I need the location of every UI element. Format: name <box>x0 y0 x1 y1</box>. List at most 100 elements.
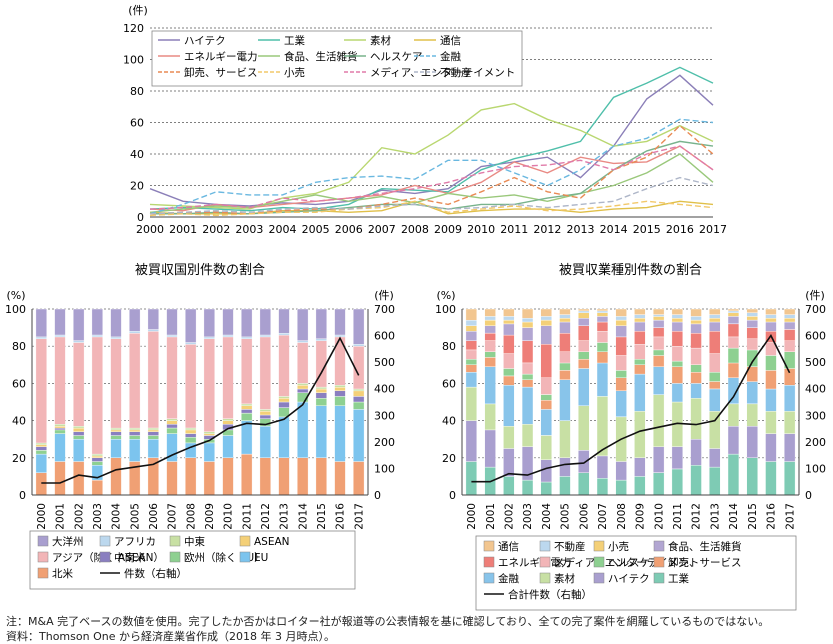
bar-segment <box>203 442 215 462</box>
bar-segment <box>559 457 571 477</box>
bar-segment <box>241 336 253 340</box>
bar-segment <box>746 349 758 367</box>
x-tick-label: 2012 <box>533 223 561 236</box>
bar-segment <box>634 476 646 496</box>
bar-segment <box>690 371 702 384</box>
bar-segment <box>652 394 665 447</box>
x-tick-label: 2010 <box>653 503 665 530</box>
legend-box <box>151 30 523 87</box>
bar-segment <box>540 325 552 345</box>
bar-segment <box>147 429 159 432</box>
bar-segment <box>91 461 103 466</box>
bar-segment <box>278 457 290 496</box>
x-tick-label: 2000 <box>466 503 478 530</box>
bar-segment <box>727 323 740 338</box>
bar-segment <box>315 457 327 496</box>
bar-segment <box>334 385 346 388</box>
series-line <box>150 140 714 215</box>
y-tick-label-right: 0 <box>805 489 812 502</box>
y-tick-label: 40 <box>130 148 144 161</box>
x-tick-label: 2013 <box>709 503 721 530</box>
legend-label: 不動産 <box>440 66 472 79</box>
bar-segment <box>465 340 478 351</box>
bar-segment <box>578 358 590 369</box>
x-tick-label: 2009 <box>204 503 216 530</box>
y-tick-label-right: 100 <box>374 462 395 475</box>
bar-segment <box>671 321 683 332</box>
bar-segment <box>54 433 66 462</box>
x-tick-label: 2001 <box>55 503 67 530</box>
bar-segment <box>671 314 683 319</box>
legend-swatch <box>539 556 551 568</box>
x-tick-label: 2015 <box>316 503 328 530</box>
x-tick-label: 2007 <box>368 223 396 236</box>
bar-segment <box>615 319 627 326</box>
bar-segment <box>166 427 178 434</box>
bar-segment <box>559 420 571 459</box>
x-tick-label: 2000 <box>136 223 164 236</box>
bar-segment <box>259 336 271 410</box>
y-tick-label-right: 400 <box>805 383 826 396</box>
x-tick-label: 2017 <box>699 223 727 236</box>
bar-segment <box>521 386 534 425</box>
y-tick-label-left: 20 <box>442 452 456 465</box>
bar-segment <box>596 331 609 343</box>
x-tick-label: 2017 <box>353 503 365 530</box>
bar-segment <box>596 310 609 314</box>
x-tick-label: 2005 <box>560 503 572 530</box>
y-tick-label: 100 <box>123 54 144 67</box>
legend-swatch <box>37 567 49 579</box>
bar-segment <box>241 412 253 421</box>
x-tick-label: 2003 <box>235 223 263 236</box>
bar-segment <box>690 464 702 496</box>
bar-segment <box>54 429 66 434</box>
bar-segment <box>465 308 478 321</box>
y-tick-label-right: 300 <box>805 409 826 422</box>
bar-segment <box>671 318 683 323</box>
bar-segment <box>765 321 777 332</box>
bar-segment <box>465 364 478 373</box>
bar-segment <box>652 355 665 367</box>
legend-label: 食品、生活雑貨 <box>284 50 358 63</box>
x-tick-label: 2004 <box>111 503 123 530</box>
bar-segment <box>110 429 122 432</box>
legend-swatch <box>539 572 551 584</box>
bar-segment <box>540 344 552 379</box>
bar-segment <box>765 461 777 496</box>
bar-segment <box>521 340 534 364</box>
bar-segment <box>540 319 552 326</box>
x-tick-label: 2005 <box>129 503 141 530</box>
bar-segment <box>746 308 758 313</box>
bar-segment <box>484 308 496 317</box>
bar-segment <box>110 457 122 496</box>
bar-segment <box>185 344 197 429</box>
bar-segment <box>690 383 702 399</box>
chart-bar-by-country: 被買収国別件数の割合 (%) (件) 0 20 40 60 80 100 0 100 200 300 40… <box>5 262 395 590</box>
legend-swatch <box>99 535 111 547</box>
bar-segment <box>727 312 740 317</box>
y-tick-label-right: 500 <box>374 356 395 369</box>
y-axis-unit-left: (%) <box>6 289 25 302</box>
legend-box <box>475 535 797 611</box>
bar-segment <box>503 368 515 377</box>
bar-segment <box>54 334 66 338</box>
legend-label: 小売 <box>284 66 305 79</box>
bar-segment <box>185 433 197 438</box>
bar-segment <box>278 332 290 336</box>
bar-segment <box>652 446 665 473</box>
chart-line-by-industry: 0 20 40 60 80 100 120 (件) 2000 2001 2002 2003 2004 20… <box>123 4 727 236</box>
bar-segment <box>353 409 365 462</box>
bar-segment <box>596 342 609 353</box>
legend-label: ハイテク <box>184 35 226 47</box>
bar-segment <box>503 353 515 369</box>
bar-segment <box>484 351 496 358</box>
bar-segment <box>203 431 215 434</box>
bar-segment <box>634 318 646 323</box>
bar-segment <box>353 390 365 397</box>
bar-segment <box>746 381 758 404</box>
bar-segment <box>596 308 609 312</box>
bar-segment <box>315 388 327 393</box>
legend-label: 工業 <box>668 572 689 585</box>
bar-segment <box>615 390 627 418</box>
bar-segment <box>578 340 590 352</box>
